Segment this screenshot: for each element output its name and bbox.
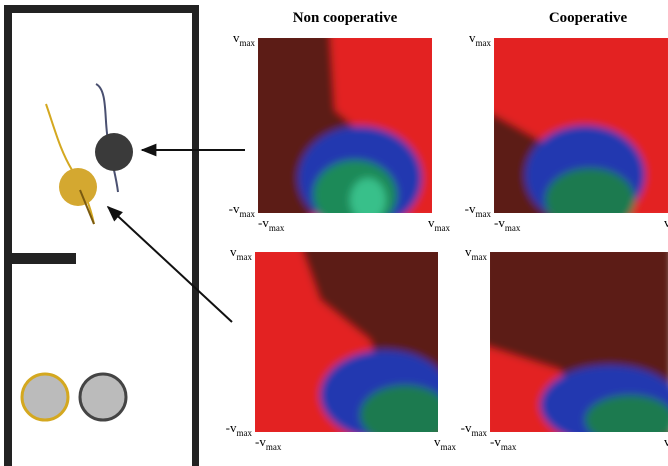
axis-symbol: v [664,434,668,449]
axis-symbol: -v [258,215,269,230]
heatmap [255,252,438,432]
axis-subscript: max [505,223,521,233]
arrow [106,205,233,323]
axis-symbol: v [469,30,476,45]
axis-symbol: v [465,244,472,259]
axis-symbol: v [230,244,237,259]
axis-subscript: max [476,209,492,219]
axis-subscript: max [472,252,488,262]
axis-label: -vmax [490,434,517,452]
heatmap [258,38,432,213]
axis-label: vmax [428,215,450,233]
axis-subscript: max [266,442,282,452]
axis-subscript: max [237,428,253,438]
axis-label: -vmax [229,201,256,219]
axis-label: vmax [465,244,487,262]
column-title: Cooperative [549,10,628,26]
axis-subscript: max [269,223,285,233]
axis-label: vmax [664,215,668,233]
axis-subscript: max [441,442,457,452]
axis-label: -vmax [461,420,488,438]
axis-subscript: max [472,428,488,438]
axis-subscript: max [237,252,253,262]
axis-symbol: v [434,434,441,449]
axis-subscript: max [476,38,492,48]
heatmap [490,252,668,432]
axis-subscript: max [240,38,256,48]
axis-label: -vmax [465,201,492,219]
axis-symbol: -v [229,201,240,216]
column-title: Non cooperative [293,10,398,26]
axis-label: vmax [233,30,255,48]
axis-symbol: -v [226,420,237,435]
axis-symbol: -v [461,420,472,435]
axis-label: vmax [230,244,252,262]
axis-label: -vmax [494,215,521,233]
axis-label: vmax [469,30,491,48]
axis-label: -vmax [226,420,253,438]
axis-symbol: v [428,215,435,230]
axis-symbol: v [664,215,668,230]
axis-symbol: -v [255,434,266,449]
heatmap [494,38,668,213]
axis-label: vmax [434,434,456,452]
axis-label: -vmax [255,434,282,452]
arena [0,5,199,466]
axis-symbol: v [233,30,240,45]
axis-label: vmax [664,434,668,452]
axis-subscript: max [240,209,256,219]
axis-subscript: max [435,223,451,233]
axis-symbol: -v [490,434,501,449]
axis-symbol: -v [465,201,476,216]
axis-symbol: -v [494,215,505,230]
axis-label: -vmax [258,215,285,233]
axis-subscript: max [501,442,517,452]
